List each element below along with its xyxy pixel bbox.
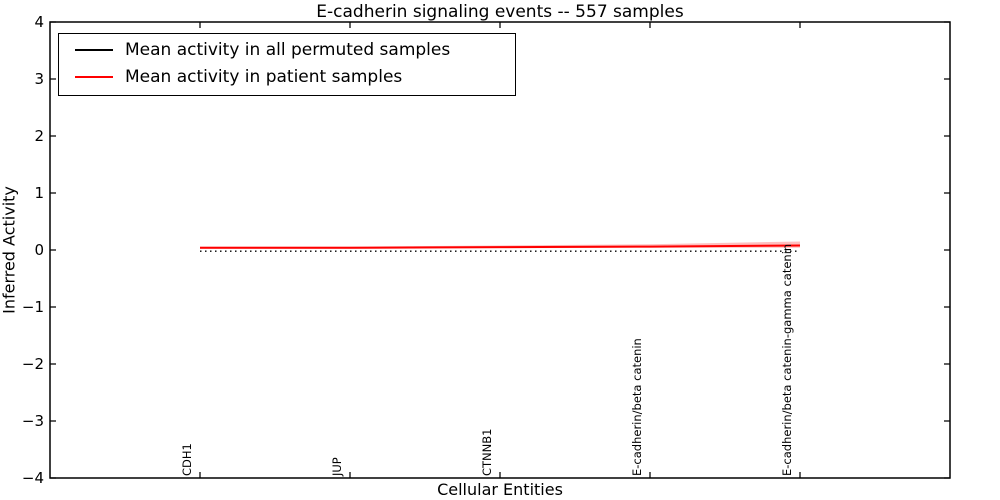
legend-line-sample-red <box>75 75 113 78</box>
x-axis-label: Cellular Entities <box>437 480 563 499</box>
y-tick-label: 4 <box>34 13 44 31</box>
y-tick-label: 1 <box>34 184 44 202</box>
y-tick-label: −1 <box>21 298 44 316</box>
y-tick-label: 2 <box>34 127 44 145</box>
y-tick-label: −2 <box>21 355 44 373</box>
y-axis-tick-labels: 4 3 2 1 0 −1 −2 −3 −4 <box>0 0 44 500</box>
y-tick-label: −4 <box>21 469 44 487</box>
legend-label: Mean activity in patient samples <box>125 66 403 87</box>
legend-entry-patient: Mean activity in patient samples <box>59 63 515 90</box>
legend-label: Mean activity in all permuted samples <box>125 39 451 60</box>
chart-title: E-cadherin signaling events -- 557 sampl… <box>316 2 684 22</box>
legend: Mean activity in all permuted samples Me… <box>58 33 516 96</box>
legend-line-sample-black <box>75 48 113 51</box>
series-line-1 <box>200 244 801 249</box>
y-tick-label: −3 <box>21 412 44 430</box>
y-tick-label: 0 <box>34 241 44 259</box>
y-tick-label: 3 <box>34 70 44 88</box>
legend-entry-permuted: Mean activity in all permuted samples <box>59 36 515 63</box>
